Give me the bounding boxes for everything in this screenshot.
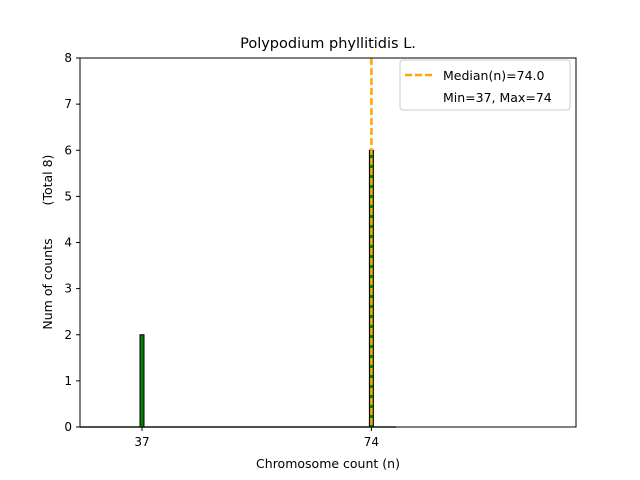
plot-area: 0 1 2 3 4 5 6 7 8 37 74	[64, 51, 577, 449]
y-tick-label-0: 0	[64, 420, 72, 434]
legend: Median(n)=74.0 Min=37, Max=74	[399, 59, 571, 111]
legend-range-label: Min=37, Max=74	[443, 90, 552, 105]
y-tick-label-3: 3	[64, 282, 72, 296]
x-tick-label-74: 74	[364, 435, 379, 449]
y-tick-label-2: 2	[64, 328, 72, 342]
x-tick-label-37: 37	[134, 435, 149, 449]
legend-frame	[399, 59, 571, 111]
bar-37	[139, 334, 145, 428]
y-axis-total-label: (Total 8)	[40, 155, 55, 206]
y-tick-label-4: 4	[64, 236, 72, 250]
y-tick-label-1: 1	[64, 374, 72, 388]
legend-median-label: Median(n)=74.0	[443, 68, 544, 83]
chart-title: Polypodium phyllitidis L.	[240, 36, 416, 52]
y-tick-label-7: 7	[64, 97, 72, 111]
x-axis-label: Chromosome count (n)	[256, 456, 400, 471]
y-tick-label-5: 5	[64, 189, 72, 203]
y-tick-label-6: 6	[64, 143, 72, 157]
y-tick-label-8: 8	[64, 51, 72, 65]
y-axis-label: Num of counts	[40, 238, 55, 329]
